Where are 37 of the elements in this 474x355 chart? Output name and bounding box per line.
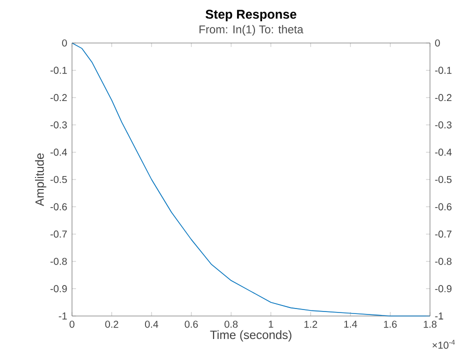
y-tick-label: -0.7 xyxy=(50,230,67,238)
text: ×10$^{-4}$ xyxy=(432,340,455,349)
y-tick-label: -0.1 xyxy=(50,66,67,74)
y2-tick-label: -0.6 xyxy=(435,203,452,210)
y-tick-label: -0.6 xyxy=(50,203,67,210)
x-tick-label: 0.6 xyxy=(184,320,198,328)
y2-tick-label: -0.7 xyxy=(435,230,452,238)
y2-tick-label: -1 xyxy=(435,312,444,320)
y-tick-label: -1 xyxy=(58,312,67,320)
y-axis-title: Amplitude xyxy=(35,153,46,206)
y-tick-label: -0.5 xyxy=(50,176,67,184)
y2-tick-label: -0.3 xyxy=(435,121,452,128)
x-axis-title: Time (seconds) xyxy=(210,330,292,342)
y2-tick-label: -0.1 xyxy=(435,66,452,74)
y2-tick-label: -0.9 xyxy=(435,285,452,292)
x-tick-label: 1.4 xyxy=(344,320,358,328)
y2-tick-label: -0.8 xyxy=(435,258,452,265)
y2-tick-label: -0.5 xyxy=(435,176,452,184)
x-tick-label: 1.8 xyxy=(424,320,437,328)
y-tick-label: 0 xyxy=(62,39,67,47)
y2-tick-label: -0.4 xyxy=(435,148,452,156)
x-tick-label: 0 xyxy=(70,320,74,328)
y2-tick-label: -0.2 xyxy=(435,94,452,102)
x-tick-label: 0.4 xyxy=(145,320,158,328)
x-tick-label: 1 xyxy=(268,320,274,328)
y-tick-label: -0.8 xyxy=(50,258,67,265)
y-tick-label: -0.2 xyxy=(50,94,67,102)
x-tick-label: 1.6 xyxy=(384,320,397,328)
y2-tick-label: 0 xyxy=(435,39,440,47)
chart-subtitle: From: In(1) To: theta xyxy=(200,25,304,36)
y-tick-label: -0.4 xyxy=(50,148,68,156)
y-tick-label: -0.3 xyxy=(50,121,67,128)
x-tick-label: 0.8 xyxy=(224,320,238,328)
y-tick-label: -0.9 xyxy=(50,285,67,292)
x-tick-label: 1.2 xyxy=(304,320,318,328)
x-tick-label: 0.2 xyxy=(105,320,118,328)
chart-title: Step Response xyxy=(206,10,296,22)
